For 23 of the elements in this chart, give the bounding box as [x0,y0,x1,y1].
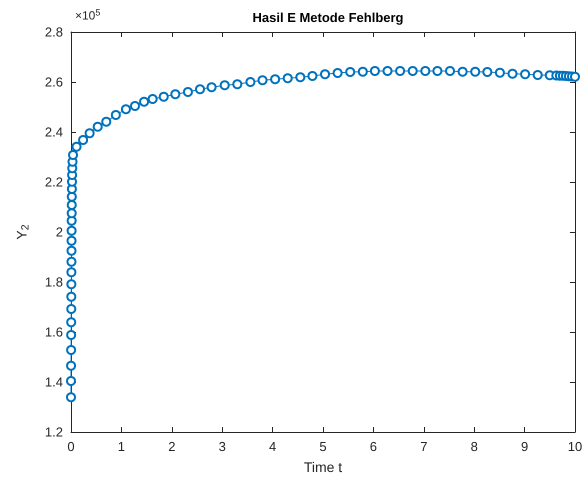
y-tick-label: 2.6 [44,74,63,90]
x-tick-label: 1 [118,439,126,454]
x-tick-label: 3 [218,439,226,454]
x-tick-label: 5 [319,439,327,454]
y-tick-label: 2 [56,224,63,240]
x-tick-label: 6 [370,439,378,454]
y-tick-label: 1.2 [44,424,63,440]
x-tick-label: 0 [67,439,75,454]
x-tick-label: 9 [520,439,528,454]
x-tick-label: 8 [470,439,478,454]
x-tick-label: 2 [168,439,176,454]
y-tick-label: 1.8 [44,274,63,290]
x-axis-title: Time t [304,459,342,475]
x-tick-label: 10 [568,439,582,454]
x-tick-label: 7 [420,439,428,454]
y-axis-title: Y2 [13,224,32,240]
y-tick-label: 1.6 [44,324,63,340]
y-tick-label: 2.2 [44,174,63,190]
y-tick-label: 1.4 [44,374,63,390]
y-tick-label: 2.8 [44,24,63,40]
y-tick-label: 2.4 [44,124,63,140]
x-tick-label: 4 [268,439,276,454]
chart-title: Hasil E Metode Fehlberg [252,10,404,25]
